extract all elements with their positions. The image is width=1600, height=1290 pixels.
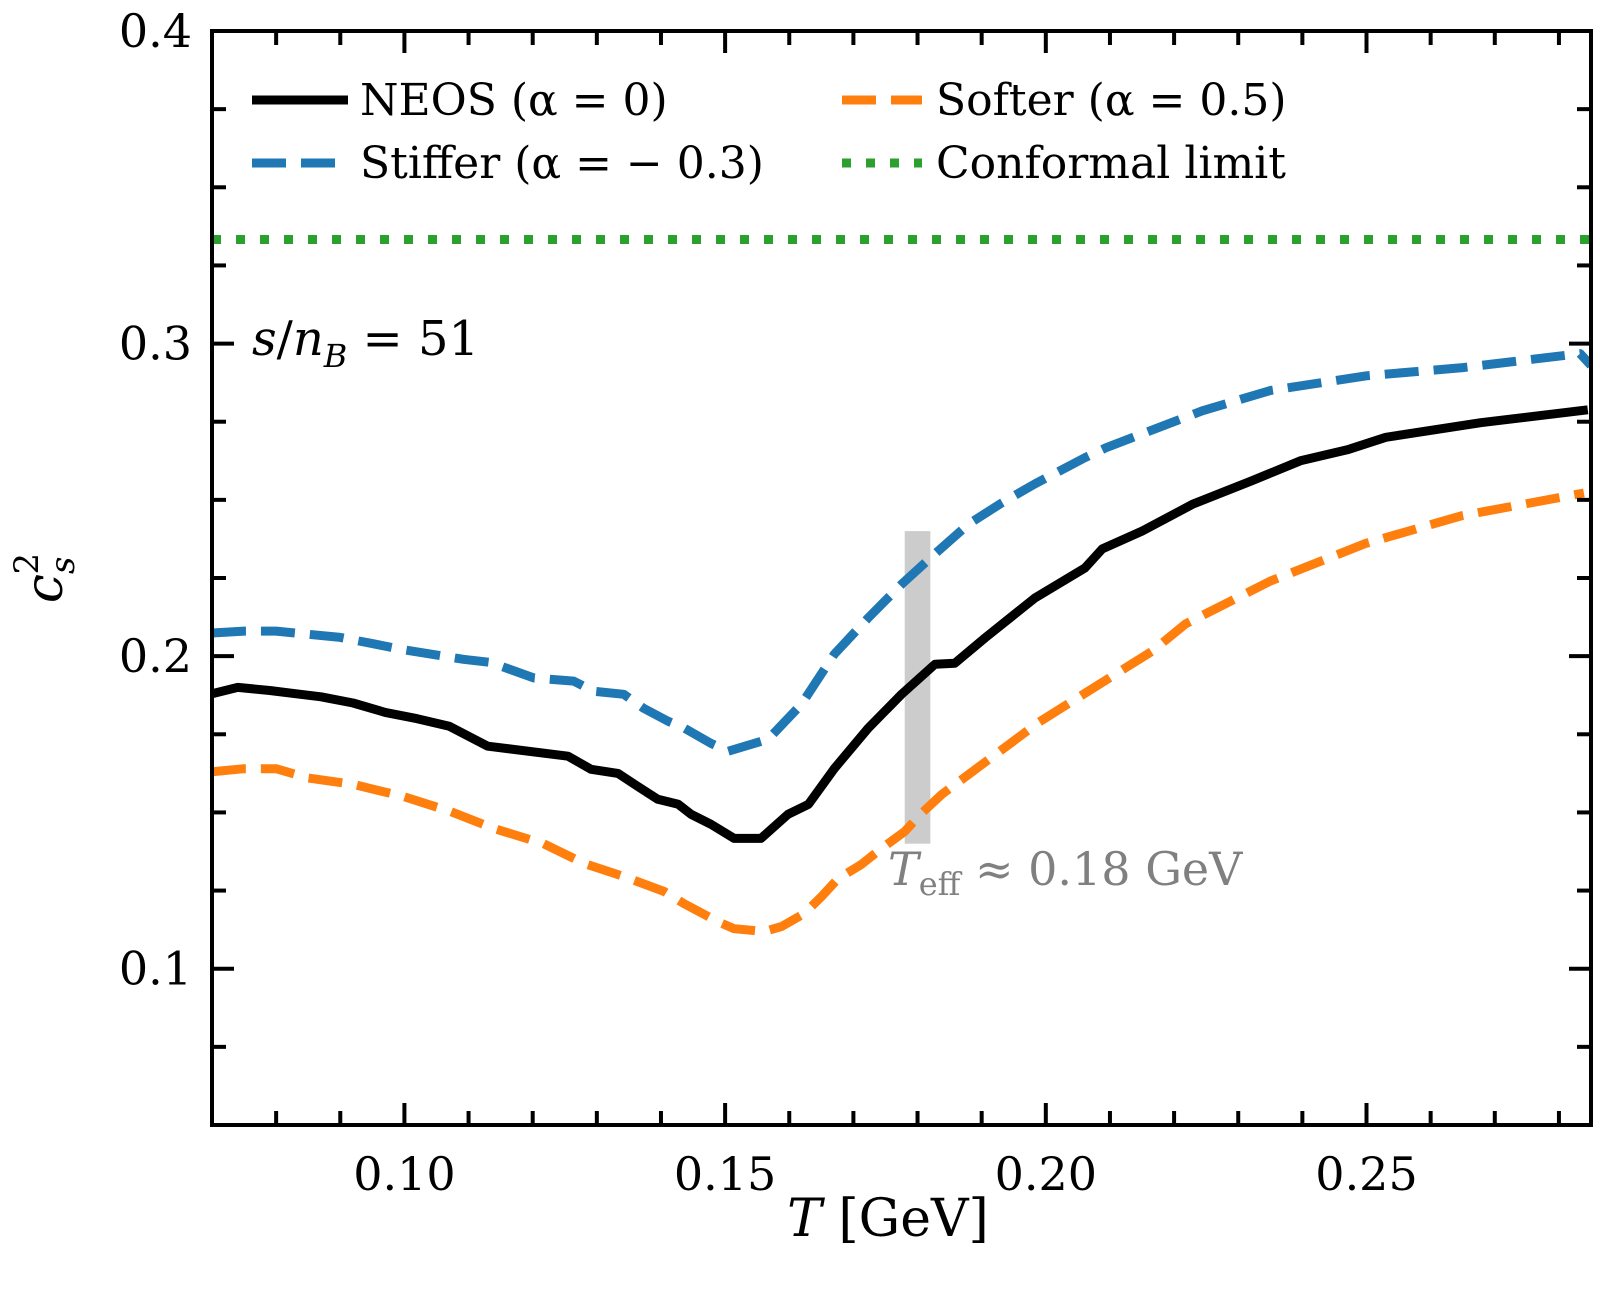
legend: NEOS (α = 0) Softer (α = 0.5) Stiffer (α… — [252, 75, 1287, 189]
annotation-slash: / — [277, 311, 294, 367]
series-layer — [212, 235, 1591, 936]
y-tick-label: 0.4 — [119, 4, 192, 58]
legend-label-conformal: Conformal limit — [936, 138, 1286, 189]
annotation-s: s — [252, 311, 277, 367]
legend-item-softer: Softer (α = 0.5) — [842, 75, 1287, 126]
legend-label-neos: NEOS (α = 0) — [360, 75, 668, 126]
x-axis-var: T — [787, 1189, 825, 1249]
legend-label-softer: Softer (α = 0.5) — [936, 75, 1287, 126]
y-axis-base: c — [15, 574, 75, 603]
y-axis-sup: 2 — [7, 553, 47, 575]
annotation-n: n — [293, 311, 324, 367]
x-axis-title: T [GeV] — [787, 1189, 989, 1249]
teff-t: T — [888, 842, 922, 896]
annotation-teff: Teff ≈ 0.18 GeV — [888, 842, 1243, 903]
legend-item-conformal: Conformal limit — [842, 138, 1286, 189]
legend-item-neos: NEOS (α = 0) — [252, 75, 668, 126]
x-tick-label: 0.25 — [1315, 1147, 1417, 1201]
y-tick-label: 0.1 — [119, 942, 192, 996]
x-tick-label: 0.15 — [674, 1147, 776, 1201]
y-axis-title: cs2 — [7, 553, 83, 603]
x-tick-label: 0.10 — [353, 1147, 455, 1201]
tick-labels: 0.10 0.15 0.20 0.25 0.1 0.2 0.3 0.4 — [119, 4, 1418, 1201]
x-axis-unit: [GeV] — [822, 1189, 989, 1249]
legend-item-stiffer: Stiffer (α = − 0.3) — [252, 138, 764, 189]
legend-label-stiffer: Stiffer (α = − 0.3) — [360, 138, 764, 189]
y-tick-label: 0.2 — [119, 629, 192, 683]
ticks-layer — [210, 29, 1591, 1127]
x-tick-label: 0.20 — [995, 1147, 1097, 1201]
annotation-s-over-nb: s/nB = 51 — [252, 311, 479, 375]
annotation-sub-b: B — [323, 337, 348, 375]
plot-frame — [210, 29, 1593, 1127]
y-tick-label: 0.3 — [119, 317, 192, 371]
teff-value: ≈ 0.18 GeV — [960, 842, 1243, 896]
y-axis-sub: s — [43, 557, 83, 574]
teff-sub: eff — [919, 865, 963, 903]
series-line-neos — [212, 405, 1589, 843]
series-line-softer — [212, 488, 1585, 936]
annotation-value: = 51 — [347, 311, 479, 367]
